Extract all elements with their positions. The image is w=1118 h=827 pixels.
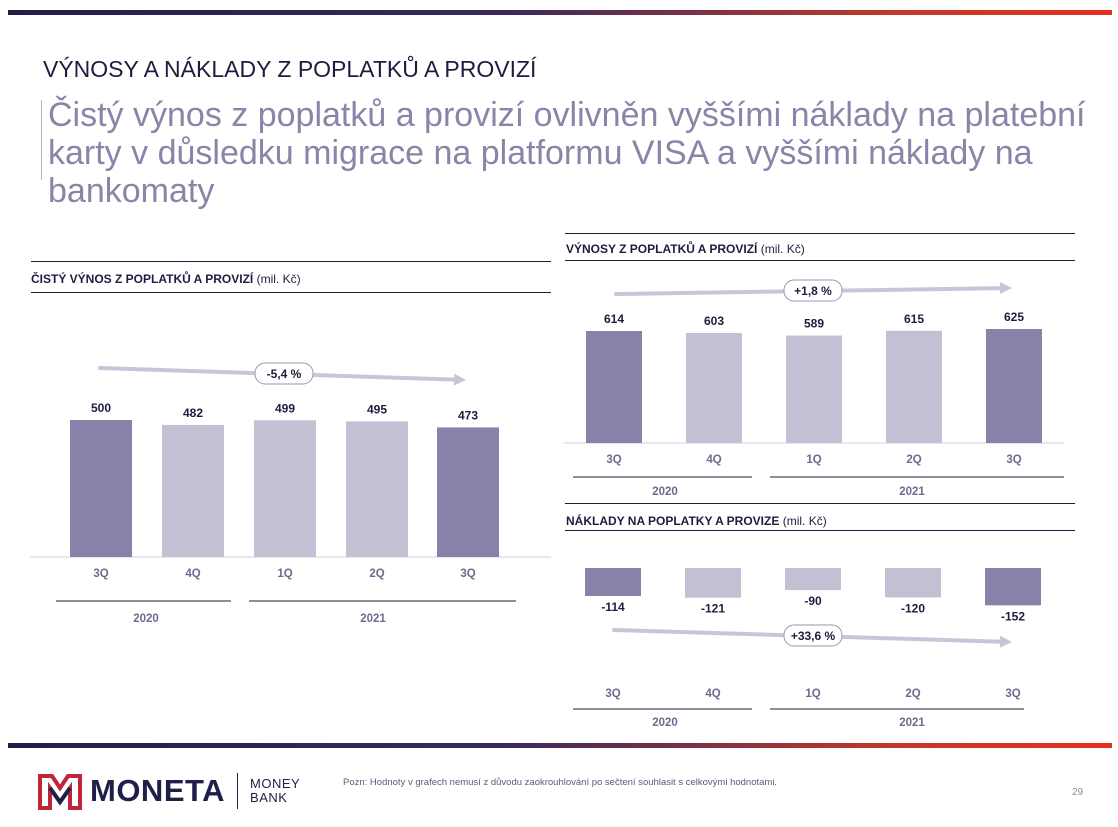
income-bar [886,330,942,443]
net-tick-label: 2Q [369,568,384,580]
net-data-label: 473 [458,408,478,422]
costs-tick-label: 2Q [905,688,920,700]
costs-data-label: -120 [901,601,925,615]
costs-chart-top-rule [565,503,1075,504]
net-bar [437,427,499,557]
net-tick-label: 3Q [93,568,108,580]
costs-trend-arrowhead [999,635,1012,648]
income-trend-arrowhead [999,282,1012,295]
costs-bar [685,568,741,598]
headline: Čistý výnos z poplatků a provizí ovlivně… [48,96,1086,210]
costs-chart-title: NÁKLADY NA POPLATKY A PROVIZE (mil. Kč) [566,514,827,528]
income-data-label: 603 [704,314,724,328]
income-data-label: 625 [1004,310,1024,324]
logo-separator [237,773,239,809]
income-bar [786,335,842,443]
income-tick-label: 2Q [906,454,921,466]
net-data-label: 499 [275,401,295,415]
net-year-label: 2020 [133,613,159,625]
costs-year-label: 2021 [899,717,925,729]
income-data-label: 615 [904,312,924,326]
logo-wordmark: MONETA [90,773,226,808]
income-bar [686,333,742,443]
costs-change-badge [783,624,843,647]
page-number: 29 [1072,787,1084,798]
income-bar [586,331,642,443]
costs-bar [885,568,941,598]
costs-data-label: -114 [601,600,625,614]
costs-chart-bottom-rule [565,530,1075,531]
net-data-label: 482 [183,406,203,420]
net-trend-arrowhead [453,373,466,386]
net-bar [346,421,408,557]
logo-sub-bank: BANK [250,790,288,805]
section-title: VÝNOSY A NÁKLADY Z POPLATKŮ A PROVIZÍ [43,56,537,82]
income-year-label: 2020 [652,486,678,498]
moneta-logo: MONETA MONEY BANK [38,772,300,810]
moneta-m-icon [38,774,82,810]
net-year-label: 2021 [360,613,386,625]
costs-tick-label: 3Q [605,688,620,700]
costs-tick-label: 4Q [705,688,720,700]
bottom-gradient-bar [8,743,1112,748]
costs-data-label: -90 [804,594,822,608]
costs-year-label: 2020 [652,717,678,729]
income-tick-label: 3Q [1006,454,1021,466]
income-chart-top-rule [565,233,1075,234]
net-chart-top-rule [31,261,551,262]
net-tick-label: 3Q [460,568,475,580]
net-bar [254,420,316,557]
net-bar [70,420,132,557]
income-data-label: 589 [804,317,824,331]
costs-tick-label: 3Q [1005,688,1020,700]
top-gradient-bar [8,10,1112,15]
net-change-label: -5,4 % [267,367,302,381]
costs-bar [585,568,641,596]
net-tick-label: 1Q [277,568,292,580]
income-chart-bottom-rule [565,260,1075,261]
costs-tick-label: 1Q [805,688,820,700]
costs-bar [785,568,841,591]
headline-rule [41,100,42,180]
costs-change-label: +33,6 % [791,629,836,643]
costs-bar [985,568,1041,606]
income-bar [986,328,1042,443]
footnote: Pozn: Hodnoty v grafech nemusí z důvodu … [343,777,778,788]
income-year-label: 2021 [899,486,925,498]
net-tick-label: 4Q [185,568,200,580]
income-change-badge [783,279,843,302]
income-tick-label: 1Q [806,454,821,466]
net-data-label: 500 [91,401,111,415]
logo-sub-money: MONEY [250,776,301,791]
net-bar [162,424,224,557]
costs-data-label: -152 [1001,609,1025,623]
net-chart-title: ČISTÝ VÝNOS Z POPLATKŮ A PROVIZÍ (mil. K… [31,272,301,286]
net-chart-bottom-rule [31,292,551,293]
costs-data-label: -121 [701,602,725,616]
net-change-badge [254,362,314,385]
income-tick-label: 4Q [706,454,721,466]
income-tick-label: 3Q [606,454,621,466]
logo-subtext: MONEY BANK [250,777,300,805]
net-data-label: 495 [367,402,387,416]
income-chart-title: VÝNOSY Z POPLATKŮ A PROVIZÍ (mil. Kč) [566,242,805,256]
income-data-label: 614 [604,312,624,326]
income-change-label: +1,8 % [794,284,832,298]
